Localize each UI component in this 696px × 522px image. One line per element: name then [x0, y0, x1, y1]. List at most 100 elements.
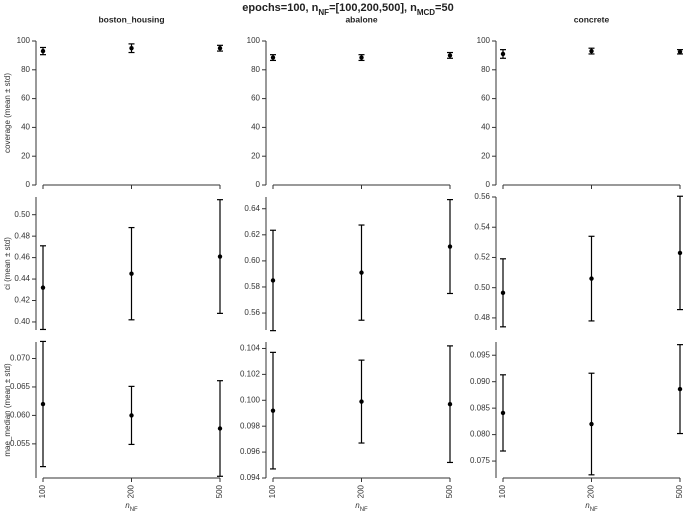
- mean-point: [270, 278, 276, 283]
- x-axis-label: nNF: [585, 501, 598, 512]
- x-tick-label: 500: [445, 484, 454, 498]
- y-tick-label: 0.065: [10, 382, 31, 391]
- y-tick-label: 80: [481, 65, 490, 74]
- x-label-run: NF: [360, 507, 368, 513]
- y-tick-label: 40: [481, 123, 490, 132]
- y-tick-label: 0.070: [10, 354, 31, 363]
- y-axis-label: ci (mean ± std): [3, 237, 12, 290]
- y-tick-label: 0.50: [14, 210, 30, 219]
- y-tick-label: 0.56: [244, 308, 260, 317]
- y-tick-label: 0.080: [470, 430, 491, 439]
- x-axis-label: nNF: [125, 501, 138, 512]
- y-tick-label: 0.096: [240, 447, 261, 456]
- x-axis-label: nNF: [355, 501, 368, 512]
- x-label-run: n: [125, 501, 130, 510]
- mean-point: [217, 254, 223, 259]
- mean-point: [129, 46, 134, 51]
- figure-title: epochs=100, nNF=[100,200,500], nMCD=50: [242, 2, 453, 17]
- mean-point: [270, 408, 276, 413]
- y-tick-label: 0.62: [244, 230, 260, 239]
- mean-point: [359, 399, 364, 404]
- mean-point: [500, 290, 506, 296]
- x-tick-label: 100: [268, 484, 277, 498]
- x-tick-label: 100: [498, 484, 507, 498]
- mean-point: [40, 401, 46, 407]
- y-tick-label: 100: [477, 36, 491, 45]
- y-tick-label: 0: [26, 180, 31, 189]
- y-tick-label: 80: [21, 65, 30, 74]
- mean-point: [270, 55, 276, 60]
- mean-point: [447, 401, 453, 407]
- y-tick-label: 100: [17, 36, 31, 45]
- mean-point: [447, 244, 453, 249]
- y-tick-label: 60: [481, 94, 490, 103]
- y-tick-label: 0.54: [474, 222, 490, 231]
- x-tick-label: 200: [357, 484, 366, 498]
- x-tick-label: 200: [587, 484, 596, 498]
- y-tick-label: 0.48: [14, 231, 30, 240]
- y-tick-label: 20: [251, 151, 260, 160]
- y-tick-label: 0.060: [10, 411, 31, 420]
- y-tick-label: 0.104: [240, 344, 261, 353]
- y-tick-label: 0.42: [14, 296, 30, 305]
- y-tick-label: 60: [21, 94, 30, 103]
- x-tick-label: 500: [215, 484, 224, 498]
- y-tick-label: 0.055: [10, 439, 31, 448]
- mean-point: [447, 53, 453, 58]
- y-tick-label: 40: [21, 123, 30, 132]
- y-tick-label: 0.075: [470, 456, 491, 465]
- y-tick-label: 20: [21, 151, 30, 160]
- mean-point: [359, 55, 364, 60]
- y-tick-label: 80: [251, 65, 260, 74]
- x-label-run: n: [585, 501, 590, 510]
- title-run: =[100,200,500], n: [329, 2, 417, 14]
- y-tick-label: 0.085: [470, 403, 491, 412]
- x-tick-label: 500: [675, 484, 684, 498]
- y-tick-label: 0.090: [470, 377, 491, 386]
- mean-point: [40, 285, 46, 290]
- x-tick-label: 200: [127, 484, 136, 498]
- x-tick-label: 100: [38, 484, 47, 498]
- y-tick-label: 0.64: [244, 204, 260, 213]
- x-label-run: NF: [590, 507, 598, 513]
- y-tick-label: 40: [251, 123, 260, 132]
- y-tick-label: 0: [256, 180, 261, 189]
- y-tick-label: 0.50: [474, 283, 490, 292]
- title-run: epochs=100, n: [242, 2, 318, 14]
- mean-point: [217, 426, 223, 431]
- y-tick-label: 0.102: [240, 369, 261, 378]
- y-tick-label: 0.52: [474, 253, 490, 262]
- y-tick-label: 0.094: [240, 473, 261, 482]
- mean-point: [359, 270, 364, 275]
- y-tick-label: 0.40: [14, 317, 30, 326]
- y-tick-label: 0.60: [244, 256, 260, 265]
- mean-point: [677, 386, 683, 392]
- y-tick-label: 20: [481, 151, 490, 160]
- x-label-run: NF: [130, 507, 138, 513]
- mean-point: [677, 250, 683, 256]
- mean-point: [40, 48, 46, 54]
- y-tick-label: 100: [247, 36, 261, 45]
- column-title: concrete: [574, 14, 610, 24]
- mean-point: [129, 413, 134, 418]
- y-tick-label: 0.58: [244, 282, 260, 291]
- y-tick-label: 0.46: [14, 253, 30, 262]
- mean-point: [589, 421, 594, 427]
- y-axis-label: coverage (mean ± std): [3, 73, 12, 153]
- y-tick-label: 0.100: [240, 395, 261, 404]
- y-tick-label: 0.48: [474, 313, 490, 322]
- x-label-run: n: [355, 501, 360, 510]
- mean-point: [217, 46, 223, 51]
- title-run: NF: [318, 8, 329, 17]
- y-axis-label: mae_median (mean ± std): [3, 363, 12, 457]
- y-tick-label: 0.098: [240, 421, 261, 430]
- y-tick-label: 60: [251, 94, 260, 103]
- mean-point: [500, 51, 506, 57]
- mean-point: [589, 276, 594, 281]
- mean-point: [500, 410, 506, 416]
- y-tick-label: 0.56: [474, 192, 490, 201]
- column-title: abalone: [345, 14, 377, 24]
- title-run: MCD: [417, 8, 435, 17]
- title-run: =50: [435, 2, 454, 14]
